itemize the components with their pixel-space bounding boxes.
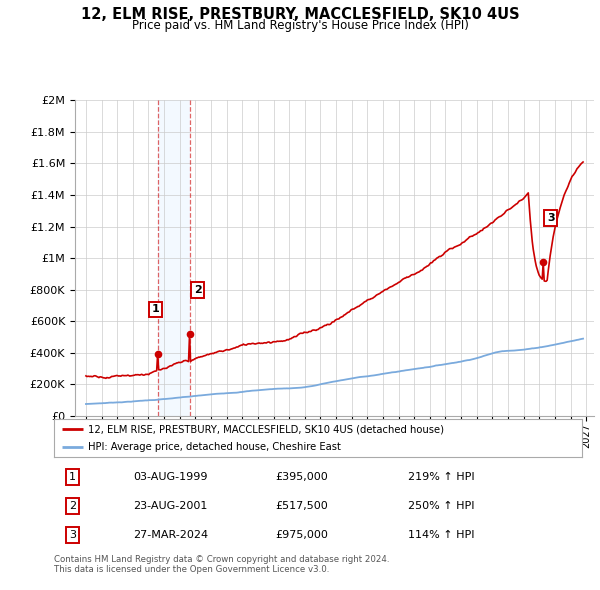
Text: 250% ↑ HPI: 250% ↑ HPI <box>408 501 474 511</box>
Text: 1: 1 <box>151 304 159 314</box>
Text: 23-AUG-2001: 23-AUG-2001 <box>133 501 208 511</box>
Text: £517,500: £517,500 <box>276 501 329 511</box>
Text: £975,000: £975,000 <box>276 530 329 540</box>
Text: 12, ELM RISE, PRESTBURY, MACCLESFIELD, SK10 4US: 12, ELM RISE, PRESTBURY, MACCLESFIELD, S… <box>80 7 520 22</box>
Text: 27-MAR-2024: 27-MAR-2024 <box>133 530 208 540</box>
Text: 2: 2 <box>69 501 76 511</box>
Text: 219% ↑ HPI: 219% ↑ HPI <box>408 471 475 481</box>
Text: Price paid vs. HM Land Registry's House Price Index (HPI): Price paid vs. HM Land Registry's House … <box>131 19 469 32</box>
Text: 03-AUG-1999: 03-AUG-1999 <box>133 471 208 481</box>
Text: Contains HM Land Registry data © Crown copyright and database right 2024.
This d: Contains HM Land Registry data © Crown c… <box>54 555 389 574</box>
Bar <box>158 100 190 416</box>
Text: HPI: Average price, detached house, Cheshire East: HPI: Average price, detached house, Ches… <box>88 442 341 452</box>
Text: 2: 2 <box>194 285 202 295</box>
Text: 12, ELM RISE, PRESTBURY, MACCLESFIELD, SK10 4US (detached house): 12, ELM RISE, PRESTBURY, MACCLESFIELD, S… <box>88 424 445 434</box>
Text: £395,000: £395,000 <box>276 471 329 481</box>
Text: 1: 1 <box>69 471 76 481</box>
Text: 114% ↑ HPI: 114% ↑ HPI <box>408 530 474 540</box>
Text: 3: 3 <box>547 213 554 223</box>
Text: 3: 3 <box>69 530 76 540</box>
